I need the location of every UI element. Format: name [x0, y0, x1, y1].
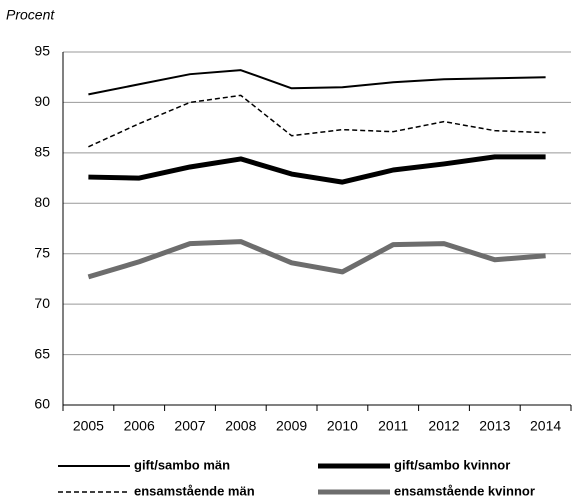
y-tick-label: 75: [34, 244, 50, 260]
y-tick-label: 65: [34, 345, 50, 361]
series-line: [88, 154, 546, 185]
legend-label: ensamstående män: [134, 483, 255, 498]
x-tick-label: 2011: [378, 418, 408, 434]
x-tick-label: 2010: [327, 418, 358, 434]
y-tick-label: 70: [34, 295, 50, 311]
x-tick-label: 2008: [225, 418, 256, 434]
y-tick-label: 60: [34, 396, 50, 412]
y-axis-label: Procent: [6, 7, 55, 23]
x-tick-label: 2009: [276, 418, 307, 434]
x-tick-label: 2014: [530, 418, 561, 434]
x-tick-label: 2005: [73, 418, 104, 434]
x-tick-label: 2012: [428, 418, 459, 434]
legend-label: ensamstående kvinnor: [394, 483, 535, 498]
x-tick-label: 2006: [124, 418, 155, 434]
y-tick-label: 95: [34, 43, 50, 59]
x-tick-label: 2007: [174, 418, 205, 434]
y-tick-label: 80: [34, 194, 50, 210]
series-line: [88, 94, 546, 148]
y-tick-label: 90: [34, 93, 50, 109]
x-tick-label: 2013: [479, 418, 510, 434]
legend-label: gift/sambo män: [134, 457, 230, 472]
series-line: [87, 239, 546, 280]
legend-label: gift/sambo kvinnor: [394, 457, 510, 472]
series-line: [88, 69, 546, 96]
y-tick-label: 85: [34, 144, 50, 160]
